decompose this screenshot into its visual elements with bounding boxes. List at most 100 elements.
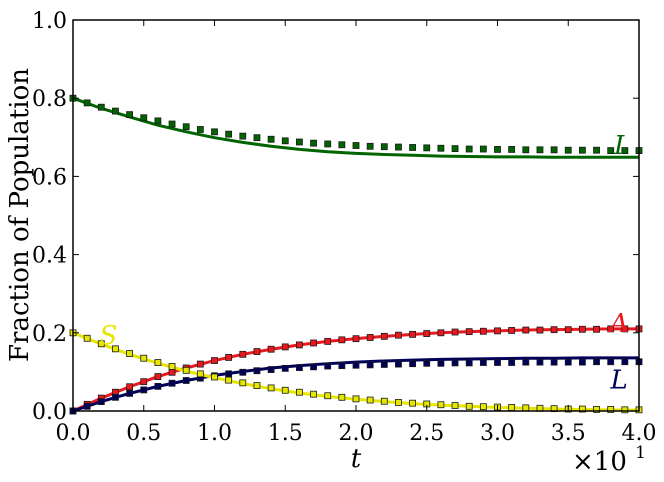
- series-s-marker-39: [621, 406, 629, 414]
- y-tick-label-0: 0.0: [32, 400, 67, 425]
- series-a-marker-6: [154, 373, 162, 380]
- series-i-marker-27: [451, 145, 459, 153]
- series-l-marker-13: [253, 367, 261, 375]
- series-l-marker-28: [465, 359, 473, 367]
- series-s-marker-15: [281, 386, 289, 394]
- series-a: [69, 325, 643, 415]
- series-i-marker-1: [83, 99, 91, 107]
- series-l-marker-17: [310, 363, 317, 371]
- series-a-marker-21: [366, 334, 374, 341]
- series-l-marker-30: [494, 359, 501, 366]
- series-a-marker-22: [380, 332, 388, 340]
- y-tick-label-1: 0.2: [32, 322, 67, 347]
- series-i-marker-33: [536, 146, 544, 154]
- series-a-marker-32: [522, 326, 530, 334]
- x-tick-label-7: 3.5: [551, 421, 586, 446]
- series-l-marker-35: [564, 358, 572, 366]
- annotation-s: S: [99, 321, 117, 351]
- series-i-marker-3: [112, 107, 119, 115]
- series-s-marker-22: [380, 397, 388, 405]
- series-l: [69, 356, 643, 415]
- series-l-marker-22: [380, 361, 388, 368]
- series-i-marker-18: [324, 140, 332, 148]
- series-i-marker-8: [182, 123, 190, 131]
- series-a-marker-7: [168, 368, 176, 376]
- series-i-marker-31: [508, 146, 516, 153]
- series-a-marker-26: [437, 329, 445, 337]
- series-a-marker-33: [536, 326, 544, 334]
- series-s-marker-7: [168, 363, 176, 370]
- annotation-a: A: [608, 309, 629, 339]
- series-a-marker-4: [126, 383, 133, 391]
- series-s-marker-4: [126, 350, 133, 357]
- series-a-marker-17: [310, 339, 317, 347]
- series-s-marker-11: [225, 376, 233, 384]
- series-i-marker-22: [380, 143, 388, 151]
- series-l-marker-15: [281, 364, 289, 372]
- series-l-marker-11: [225, 370, 233, 378]
- series-a-marker-38: [607, 325, 615, 333]
- series-s-marker-5: [140, 354, 148, 362]
- x-tick-label-8: 4.0: [622, 421, 657, 446]
- x-tick-label-6: 3.0: [480, 421, 515, 446]
- series-l-marker-38: [607, 358, 615, 366]
- series-l-marker-7: [168, 379, 176, 387]
- x-tick-label-5: 2.5: [409, 421, 444, 446]
- series-l-marker-23: [395, 360, 402, 368]
- series-i-marker-36: [579, 146, 586, 154]
- annotation-layer: I AL S: [99, 131, 628, 396]
- series-i-marker-5: [140, 114, 148, 122]
- series-s-marker-14: [267, 384, 275, 392]
- series-l-marker-3: [112, 393, 119, 401]
- series-l-marker-34: [550, 358, 558, 366]
- series-s-marker-28: [465, 402, 473, 410]
- series-l-marker-14: [267, 366, 275, 373]
- series-s-marker-27: [451, 402, 459, 409]
- series-a-marker-12: [239, 350, 247, 358]
- series-s-marker-1: [83, 334, 91, 342]
- series-l-marker-33: [536, 358, 544, 366]
- series-s-marker-10: [211, 373, 218, 381]
- x-axis-label: t: [351, 444, 362, 474]
- series-a-marker-29: [479, 327, 487, 335]
- series-l-marker-32: [522, 358, 530, 366]
- series-i-marker-12: [239, 132, 247, 140]
- series-i-marker-39: [621, 147, 629, 154]
- series-a-marker-14: [267, 345, 275, 353]
- series-l-marker-6: [154, 382, 162, 390]
- series-i-marker-17: [310, 139, 317, 147]
- series-a-marker-34: [550, 326, 558, 334]
- series-i-marker-26: [437, 144, 445, 152]
- series-l-marker-19: [338, 362, 346, 370]
- series-i-marker-15: [281, 137, 289, 145]
- series-i-marker-34: [550, 146, 558, 154]
- series-l-marker-1: [83, 402, 91, 410]
- series-s-marker-9: [196, 370, 204, 378]
- series-a-marker-23: [395, 331, 402, 339]
- series-i-marker-7: [168, 120, 176, 128]
- series-l-marker-2: [97, 398, 105, 406]
- series-l-marker-39: [621, 358, 629, 366]
- series-s-marker-20: [352, 395, 360, 403]
- series-a-marker-10: [211, 357, 218, 364]
- y-tick-label-2: 0.4: [32, 244, 67, 269]
- series-s-marker-16: [295, 388, 303, 396]
- series-i-marker-20: [352, 142, 360, 149]
- series-i-marker-6: [154, 117, 162, 125]
- x-multiplier-exponent: 1: [635, 443, 646, 463]
- series-a-marker-11: [225, 354, 233, 361]
- x-tick-label-2: 1.0: [197, 421, 232, 446]
- y-tick-label-3: 0.6: [32, 165, 67, 190]
- series-a-marker-31: [508, 327, 516, 334]
- series-i-marker-32: [522, 146, 530, 154]
- series-i-marker-11: [225, 130, 233, 138]
- series-l-marker-5: [140, 386, 148, 394]
- series-i-marker-10: [211, 128, 218, 136]
- plot-frame: [72, 19, 640, 412]
- series-s-marker-19: [338, 393, 346, 401]
- series-l-marker-24: [409, 360, 417, 368]
- series-l-marker-18: [324, 362, 332, 370]
- series-s-marker-17: [310, 390, 317, 398]
- series-l-marker-37: [593, 358, 600, 366]
